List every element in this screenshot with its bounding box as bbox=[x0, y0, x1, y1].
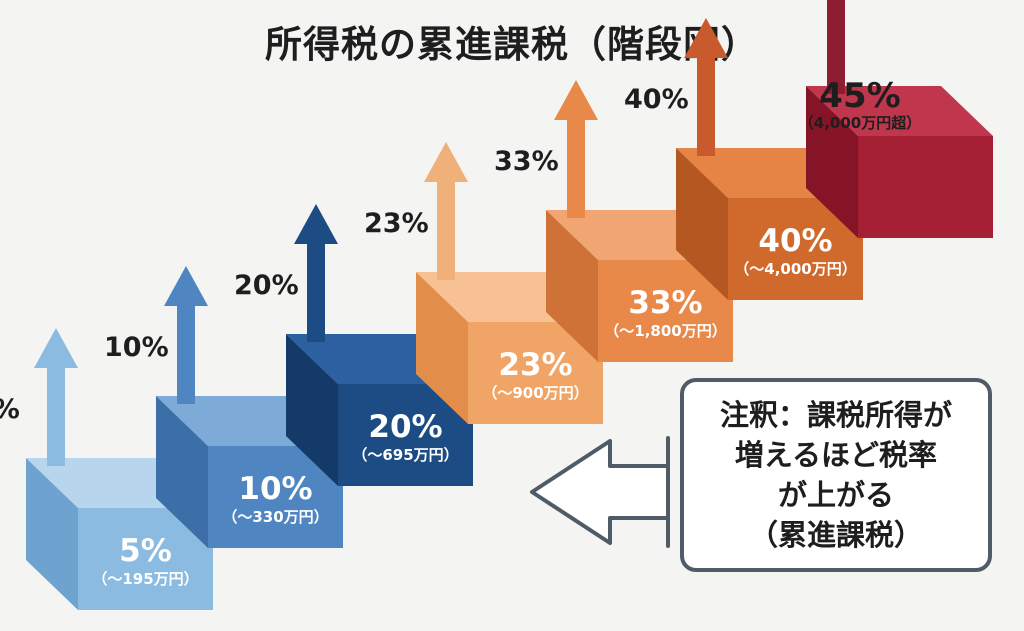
step-block bbox=[806, 86, 993, 238]
step-rate: 10% bbox=[238, 471, 313, 507]
step-face-label: 33% （〜1,800万円） bbox=[598, 286, 733, 340]
arrow-rate-label: 40% bbox=[624, 84, 689, 115]
arrow-rate-label: 10% bbox=[104, 332, 169, 363]
arrow-rate-label: 23% bbox=[364, 208, 429, 239]
step-face-label: 10% （〜330万円） bbox=[208, 472, 343, 526]
step-rate: 5% bbox=[119, 533, 172, 569]
top-range: （4,000万円超） bbox=[798, 114, 922, 132]
step-front-face bbox=[208, 446, 343, 548]
arrow-rate-label: 33% bbox=[494, 146, 559, 177]
step-range: （〜900万円） bbox=[482, 384, 589, 402]
step-rate: 40% bbox=[758, 223, 833, 259]
note-line: 増えるほど税率 bbox=[734, 438, 938, 472]
step-front-face bbox=[598, 260, 733, 362]
step-top-face bbox=[806, 86, 993, 136]
arrow-rate-label: 5% bbox=[0, 394, 20, 425]
up-arrow-icon bbox=[164, 266, 208, 404]
up-arrow-icon bbox=[554, 80, 598, 218]
pointer-arrow-icon bbox=[530, 436, 670, 548]
top-rate: 45% bbox=[819, 76, 901, 116]
step-side-face bbox=[26, 458, 78, 610]
note-line: （累進課税） bbox=[748, 518, 923, 552]
step-rate: 20% bbox=[368, 409, 443, 445]
arrow-rate-label: 20% bbox=[234, 270, 299, 301]
step-face-label: 20% （〜695万円） bbox=[338, 410, 473, 464]
up-arrow-icon bbox=[684, 18, 728, 156]
up-arrow-icon bbox=[34, 328, 78, 466]
step-side-face bbox=[676, 148, 728, 300]
step-side-face bbox=[806, 86, 858, 238]
step-front-face bbox=[338, 384, 473, 486]
up-arrow-icon bbox=[424, 142, 468, 280]
note-callout: 注釈：課税所得が 増えるほど税率 が上がる （累進課税） bbox=[680, 378, 992, 572]
step-rate: 33% bbox=[628, 285, 703, 321]
up-arrow-icon bbox=[294, 204, 338, 342]
step-range: （〜1,800万円） bbox=[604, 322, 727, 340]
step-side-face bbox=[416, 272, 468, 424]
step-face-label: 23% （〜900万円） bbox=[468, 348, 603, 402]
top-bracket-label: 45% （4,000万円超） bbox=[790, 78, 930, 132]
step-range: （〜4,000万円） bbox=[734, 260, 857, 278]
step-range: （〜330万円） bbox=[222, 508, 329, 526]
up-arrow-icon bbox=[827, 0, 845, 94]
step-blocks bbox=[26, 86, 993, 610]
step-front-face bbox=[728, 198, 863, 300]
step-side-face bbox=[286, 334, 338, 486]
step-range: （〜195万円） bbox=[92, 570, 199, 588]
step-side-face bbox=[156, 396, 208, 548]
page-title: 所得税の累進課税（階段図） bbox=[265, 23, 759, 66]
step-front-face bbox=[468, 322, 603, 424]
step-face-label: 40% （〜4,000万円） bbox=[728, 224, 863, 278]
note-line: が上がる bbox=[777, 478, 894, 512]
step-range: （〜695万円） bbox=[352, 446, 459, 464]
step-arrows bbox=[34, 0, 845, 466]
step-rate: 23% bbox=[498, 347, 573, 383]
note-line: 注釈：課税所得が bbox=[719, 398, 952, 432]
step-side-face bbox=[546, 210, 598, 362]
step-front-face bbox=[78, 508, 213, 610]
step-face-label: 5% （〜195万円） bbox=[78, 534, 213, 588]
step-front-face bbox=[858, 136, 993, 238]
